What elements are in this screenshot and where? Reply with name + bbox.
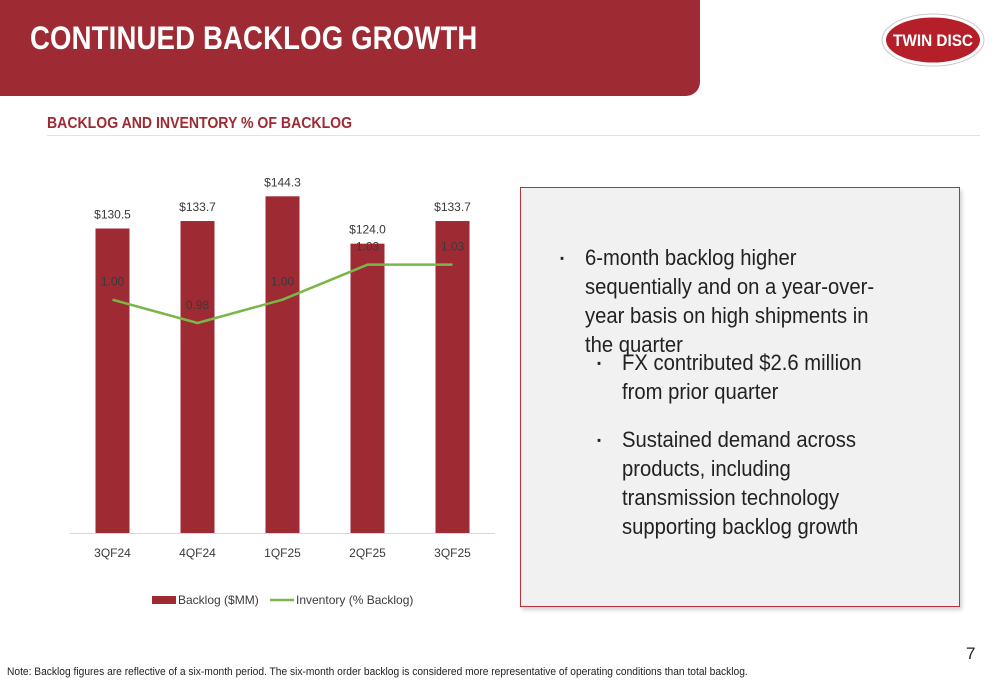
logo-wordmark: TWIN DISC xyxy=(893,31,973,50)
legend-swatch-backlog xyxy=(152,596,176,604)
twin-disc-logo: TWIN DISC xyxy=(881,13,985,67)
sub-bullet-item: ▪ Sustained demand across products, inclu… xyxy=(597,425,898,541)
x-tick-label: 4QF24 xyxy=(179,546,216,560)
backlog-bar xyxy=(180,221,215,534)
title-banner: CONTINUED BACKLOG GROWTH xyxy=(0,0,700,96)
inventory-line xyxy=(112,263,453,325)
backlog-value-label: $133.7 xyxy=(179,200,216,214)
x-tick-label: 2QF25 xyxy=(349,546,386,560)
inventory-value-label: 1.03 xyxy=(356,240,380,254)
backlog-bar xyxy=(95,228,130,533)
bullet-text: FX contributed $2.6 million from prior q… xyxy=(622,350,862,404)
x-tick-label: 3QF24 xyxy=(94,546,131,560)
bullet-marker: ▪ xyxy=(597,356,602,370)
bullet-text: Sustained demand across products, includ… xyxy=(622,427,859,539)
backlog-value-label: $124.0 xyxy=(349,223,386,237)
page-number: 7 xyxy=(966,644,976,663)
section-divider xyxy=(47,135,980,136)
inventory-value-label: 0.98 xyxy=(186,298,210,312)
commentary-panel: ▪ 6-month backlog higher sequentially and… xyxy=(520,187,960,607)
inventory-value-label: 1.00 xyxy=(101,275,125,289)
sub-bullet-item: ▪ FX contributed $2.6 million from prior … xyxy=(597,348,907,406)
bullet-item: ▪ 6-month backlog higher sequentially and… xyxy=(560,243,893,359)
slide-title: CONTINUED BACKLOG GROWTH xyxy=(30,20,478,56)
bullet-marker: ▪ xyxy=(597,433,602,447)
backlog-value-label: $144.3 xyxy=(264,175,301,189)
legend-label-inventory: Inventory (% Backlog) xyxy=(296,593,413,607)
backlog-bar xyxy=(350,243,385,533)
x-tick-label: 1QF25 xyxy=(264,546,301,560)
backlog-value-label: $133.7 xyxy=(434,200,471,214)
chart-section-title: BACKLOG AND INVENTORY % OF BACKLOG xyxy=(47,115,353,132)
backlog-bar xyxy=(435,221,470,534)
bullet-marker: ▪ xyxy=(560,251,565,265)
bullet-text: 6-month backlog higher sequentially and … xyxy=(585,245,875,357)
legend-label-backlog: Backlog ($MM) xyxy=(178,593,259,607)
x-tick-label: 3QF25 xyxy=(434,546,471,560)
backlog-bar xyxy=(265,196,300,534)
footnote: Note: Backlog figures are reflective of … xyxy=(7,666,748,678)
backlog-value-label: $130.5 xyxy=(94,208,131,222)
inventory-value-label: 1.03 xyxy=(441,240,465,254)
inventory-value-label: 1.00 xyxy=(271,275,295,289)
